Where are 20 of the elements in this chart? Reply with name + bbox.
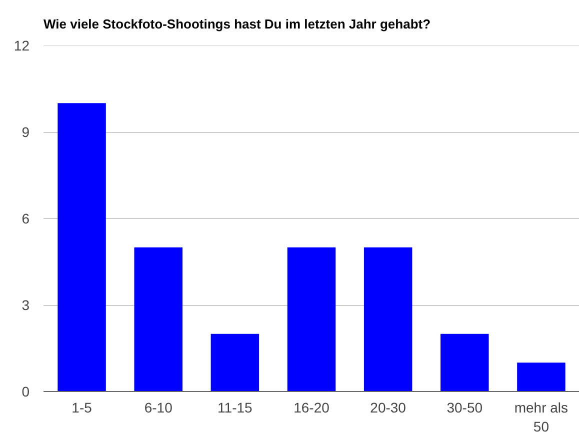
- x-tick-label: mehr als 50: [514, 400, 568, 435]
- bar: [134, 247, 182, 392]
- bar: [517, 362, 566, 392]
- y-tick-label: 3: [22, 297, 30, 313]
- bar: [440, 334, 489, 392]
- bar: [364, 247, 412, 392]
- y-tick-label: 9: [22, 124, 30, 140]
- bar: [287, 247, 336, 392]
- y-tick-label: 0: [22, 384, 30, 400]
- y-tick-label: 6: [22, 210, 30, 226]
- y-tick-label: 12: [14, 38, 30, 54]
- x-tick-label: 30-50: [446, 400, 483, 416]
- x-tick-label: 1-5: [72, 400, 92, 416]
- x-tick-label: 16-20: [294, 400, 330, 416]
- chart-title: Wie viele Stockfoto-Shootings hast Du im letzten Jahr gehabt?: [44, 16, 431, 32]
- x-tick-label: 6-10: [144, 400, 173, 416]
- bar: [210, 334, 260, 392]
- bar: [58, 103, 106, 392]
- x-tick-label: 11-15: [218, 400, 253, 416]
- x-tick-label: 20-30: [370, 400, 406, 416]
